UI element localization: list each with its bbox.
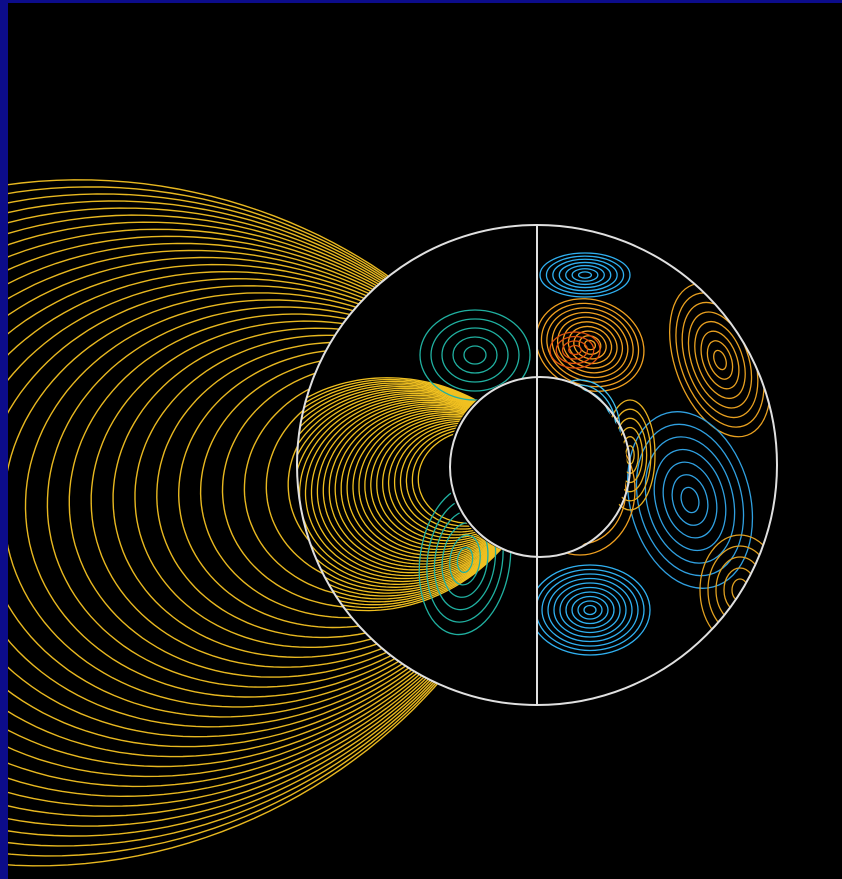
contour xyxy=(571,419,589,441)
field-line xyxy=(8,235,538,788)
contour xyxy=(419,309,531,401)
contour xyxy=(551,456,609,524)
contour xyxy=(537,564,651,656)
field-line xyxy=(68,313,538,678)
contour xyxy=(626,411,754,589)
contour xyxy=(537,298,645,392)
contour xyxy=(545,255,625,295)
contour xyxy=(568,344,582,356)
contour xyxy=(563,409,597,451)
field-line xyxy=(387,420,537,539)
contour xyxy=(562,321,618,369)
inner-core-boundary xyxy=(449,376,631,558)
contour xyxy=(549,331,601,369)
contour xyxy=(430,318,520,392)
right-hemisphere-contours xyxy=(537,252,777,656)
contour xyxy=(583,604,597,616)
contour xyxy=(555,399,605,461)
contour xyxy=(456,546,474,574)
contour xyxy=(547,577,633,643)
field-visualization xyxy=(8,179,778,867)
field-line xyxy=(46,306,538,688)
contour xyxy=(541,573,639,647)
contour xyxy=(556,316,624,374)
contour xyxy=(561,340,589,360)
contour xyxy=(706,340,734,380)
contour xyxy=(539,379,621,481)
field-line xyxy=(8,214,538,817)
contour xyxy=(542,446,618,534)
contour xyxy=(555,335,595,365)
contour xyxy=(561,467,599,513)
contour xyxy=(675,292,765,428)
contour xyxy=(583,339,597,351)
contour xyxy=(558,261,612,289)
field-line xyxy=(24,299,538,698)
field-line xyxy=(405,425,537,530)
contour xyxy=(694,320,746,400)
contour xyxy=(537,435,627,545)
contour xyxy=(553,582,627,638)
contour xyxy=(577,271,593,279)
contour xyxy=(463,345,487,365)
field-line xyxy=(297,385,537,597)
contour xyxy=(540,302,640,388)
contour xyxy=(537,424,636,556)
contour xyxy=(662,461,718,539)
contour xyxy=(567,325,613,365)
contour xyxy=(570,478,590,502)
contour xyxy=(680,486,700,514)
field-line xyxy=(265,376,538,589)
field-line xyxy=(8,249,538,768)
contour xyxy=(707,545,773,635)
contour xyxy=(571,595,609,625)
contour xyxy=(644,436,736,564)
contour xyxy=(546,307,634,383)
contour xyxy=(537,568,645,652)
field-line xyxy=(112,327,538,659)
contour xyxy=(559,404,601,456)
contour xyxy=(571,268,599,282)
contour xyxy=(559,586,621,634)
contour xyxy=(441,327,509,383)
field-line xyxy=(370,415,537,548)
contour xyxy=(539,252,631,298)
contour xyxy=(681,301,759,419)
contour xyxy=(567,414,593,446)
contour xyxy=(565,591,615,629)
contour xyxy=(575,424,585,436)
contour xyxy=(713,349,727,371)
field-line xyxy=(297,392,537,586)
contour xyxy=(552,258,618,292)
field-line xyxy=(399,424,537,533)
contour xyxy=(573,330,607,360)
contour xyxy=(577,600,603,620)
contour xyxy=(543,384,617,476)
contour xyxy=(551,394,609,466)
contour xyxy=(452,336,498,374)
contour xyxy=(687,311,753,409)
field-line xyxy=(411,427,537,527)
contour xyxy=(551,311,629,379)
contour xyxy=(653,448,727,552)
contour xyxy=(671,474,709,526)
contour xyxy=(700,330,740,390)
contour xyxy=(565,264,605,286)
contour xyxy=(449,534,481,586)
